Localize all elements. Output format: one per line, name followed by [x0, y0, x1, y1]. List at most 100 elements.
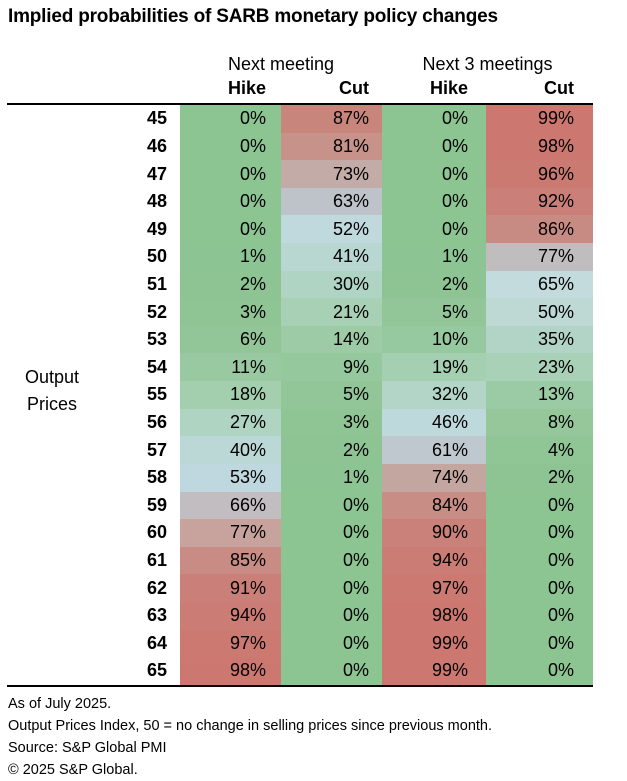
heatmap-cell: 73% — [281, 160, 382, 188]
heatmap-cell: 96% — [486, 160, 593, 188]
header-divider-line — [7, 103, 593, 105]
heatmap-cell: 90% — [382, 519, 486, 547]
heatmap-cell: 23% — [486, 353, 593, 382]
heatmap-cell: 0% — [486, 546, 593, 575]
row-label: 65 — [146, 660, 167, 681]
table-bottom-line — [7, 685, 593, 687]
table-row: 63 94% 0% 98% 0% — [0, 601, 593, 630]
table-row: 64 97% 0% 99% 0% — [0, 629, 593, 658]
heatmap-cell: 98% — [382, 601, 486, 630]
heatmap-cell: 30% — [281, 270, 382, 299]
heatmap-cell: 0% — [180, 160, 281, 188]
heatmap-cell: 92% — [486, 187, 593, 216]
heatmap-cell: 2% — [180, 270, 281, 299]
heatmap-cell: 41% — [281, 243, 382, 271]
heatmap-cell: 63% — [281, 187, 382, 216]
heatmap-cell: 0% — [281, 574, 382, 602]
heatmap-cell: 97% — [180, 629, 281, 658]
heatmap-cell: 0% — [281, 546, 382, 575]
heatmap-cell: 0% — [486, 491, 593, 520]
heatmap-cell: 94% — [382, 546, 486, 575]
table-row: 59 66% 0% 84% 0% — [0, 491, 593, 520]
column-header-cut-2: Cut — [544, 78, 574, 98]
row-label: 51 — [146, 273, 167, 294]
column-header-hike-1: Hike — [227, 78, 266, 98]
table-row: 62 91% 0% 97% 0% — [0, 574, 593, 602]
footnotes: As of July 2025. Output Prices Index, 50… — [8, 693, 619, 781]
heatmap-cell: 0% — [180, 132, 281, 161]
heatmap-cell: 77% — [486, 243, 593, 271]
footnote-index-definition: Output Prices Index, 50 = no change in s… — [8, 718, 493, 734]
heatmap-cell: 2% — [281, 436, 382, 464]
heatmap-cell: 1% — [281, 463, 382, 492]
row-label: 53 — [146, 329, 167, 350]
table-row: 49 0% 52% 0% 86% — [0, 215, 593, 244]
heatmap-cell: 0% — [486, 657, 593, 685]
table-row: 53 6% 14% 10% 35% — [0, 325, 593, 354]
row-label: 52 — [146, 301, 167, 322]
heatmap-cell: 2% — [382, 270, 486, 299]
row-axis-label: Output Prices — [24, 367, 80, 414]
heatmap-cell: 0% — [382, 132, 486, 161]
table-row: 48 0% 63% 0% 92% — [0, 187, 593, 216]
table-row: 52 3% 21% 5% 50% — [0, 298, 593, 326]
heatmap-cell: 2% — [486, 463, 593, 492]
heatmap-cell: 99% — [486, 105, 593, 133]
row-label: 55 — [146, 384, 167, 405]
heatmap-cell: 35% — [486, 325, 593, 354]
heatmap-cell: 52% — [281, 215, 382, 244]
heatmap-cell: 53% — [180, 463, 281, 492]
row-label: 45 — [146, 108, 167, 129]
row-label: 58 — [146, 467, 167, 488]
column-header-hike-2: Hike — [429, 78, 468, 98]
table-row: 56 27% 3% 46% 8% — [0, 408, 593, 437]
heatmap-cell: 6% — [180, 325, 281, 354]
heatmap-cell: 1% — [180, 243, 281, 271]
heatmap-cell: 3% — [180, 298, 281, 326]
heatmap-cell: 97% — [382, 574, 486, 602]
heatmap-cell: 11% — [180, 353, 281, 382]
heatmap-cell: 87% — [281, 105, 382, 133]
row-label: 61 — [146, 550, 167, 571]
heatmap-cell: 0% — [281, 601, 382, 630]
heatmap-cell: 99% — [382, 657, 486, 685]
heatmap-cell: 13% — [486, 381, 593, 409]
table-row: 55 18% 5% 32% 13% — [0, 381, 593, 409]
footnote-source: Source: S&P Global PMI — [8, 740, 167, 756]
row-label: 59 — [146, 494, 167, 515]
footnote-copyright: © 2025 S&P Global. — [8, 762, 138, 778]
column-group-next-3-meetings: Next 3 meetings — [422, 54, 553, 74]
table-row: 58 53% 1% 74% 2% — [0, 463, 593, 492]
heatmap-cell: 0% — [486, 629, 593, 658]
heatmap-cell: 0% — [281, 629, 382, 658]
heatmap-cell: 0% — [486, 601, 593, 630]
heatmap-cell: 8% — [486, 408, 593, 437]
table-row: 50 1% 41% 1% 77% — [0, 243, 593, 271]
heatmap-cell: 3% — [281, 408, 382, 437]
heatmap-cell: 0% — [180, 215, 281, 244]
heatmap-cell: 84% — [382, 491, 486, 520]
heatmap-cell: 0% — [180, 187, 281, 216]
row-label: 50 — [146, 246, 167, 267]
heatmap-cell: 0% — [486, 574, 593, 602]
heatmap-cell: 99% — [382, 629, 486, 658]
table-row: 57 40% 2% 61% 4% — [0, 436, 593, 464]
heatmap-cell: 86% — [486, 215, 593, 244]
heatmap-cell: 0% — [281, 657, 382, 685]
heatmap-cell: 0% — [382, 160, 486, 188]
table-row: 54 11% 9% 19% 23% — [0, 353, 593, 382]
heatmap-cell: 74% — [382, 463, 486, 492]
heatmap-cell: 4% — [486, 436, 593, 464]
heatmap-cell: 81% — [281, 132, 382, 161]
table-row: 60 77% 0% 90% 0% — [0, 519, 593, 547]
heatmap-cell: 27% — [180, 408, 281, 437]
heatmap-cell: 77% — [180, 519, 281, 547]
heatmap-cell: 21% — [281, 298, 382, 326]
heatmap-cell: 5% — [382, 298, 486, 326]
heatmap-cell: 19% — [382, 353, 486, 382]
heatmap-cell: 61% — [382, 436, 486, 464]
row-label: 62 — [146, 577, 167, 598]
row-label: 54 — [146, 356, 167, 377]
row-label: 60 — [146, 522, 167, 543]
heatmap-cell: 14% — [281, 325, 382, 354]
